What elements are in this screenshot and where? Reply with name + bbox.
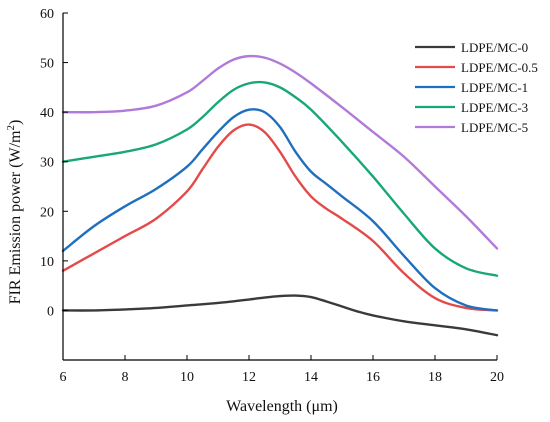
y-axis-title-superscript: 2: [5, 125, 17, 131]
y-tick-label: 50: [40, 57, 54, 72]
y-tick-label: 10: [40, 255, 54, 270]
series-line-1: [61, 123, 499, 312]
series-lines: [61, 54, 499, 337]
y-tick-label: 60: [40, 7, 54, 22]
x-tick-label: 6: [60, 370, 67, 385]
x-tick-label: 8: [122, 370, 129, 385]
series-line-4: [61, 54, 499, 250]
legend-label: LDPE/MC-0.5: [461, 60, 538, 75]
y-tick-label: 30: [40, 156, 54, 171]
x-tick-label: 16: [366, 370, 380, 385]
x-axis-title: Wavelength (μm): [226, 398, 338, 415]
x-tick-label: 18: [428, 370, 442, 385]
tick-labels: 6 8 10 12 14 16 18 20 0 10 20 30 40 50 60: [40, 7, 504, 385]
legend: LDPE/MC-0 LDPE/MC-0.5 LDPE/MC-1 LDPE/MC-3 LD…: [415, 40, 538, 135]
axes: [62, 13, 497, 361]
series-line-0: [61, 294, 499, 337]
y-axis-title-end: ): [7, 120, 24, 125]
legend-label: LDPE/MC-1: [461, 80, 528, 95]
series-line-3: [61, 80, 499, 277]
y-tick-label: 0: [47, 304, 54, 319]
x-tick-label: 12: [242, 370, 256, 385]
legend-label: LDPE/MC-5: [461, 120, 528, 135]
y-tick-label: 20: [40, 205, 54, 220]
y-axis-title-main: FIR Emission power (W/m: [7, 130, 24, 304]
tick-marks: [62, 12, 498, 360]
legend-label: LDPE/MC-0: [461, 40, 528, 55]
x-tick-label: 20: [490, 370, 504, 385]
x-tick-label: 14: [304, 370, 318, 385]
series-line-2: [61, 108, 499, 312]
legend-label: LDPE/MC-3: [461, 100, 528, 115]
x-tick-label: 10: [180, 370, 194, 385]
y-tick-label: 40: [40, 106, 54, 121]
y-axis-title: FIR Emission power (W/m2): [5, 120, 24, 305]
